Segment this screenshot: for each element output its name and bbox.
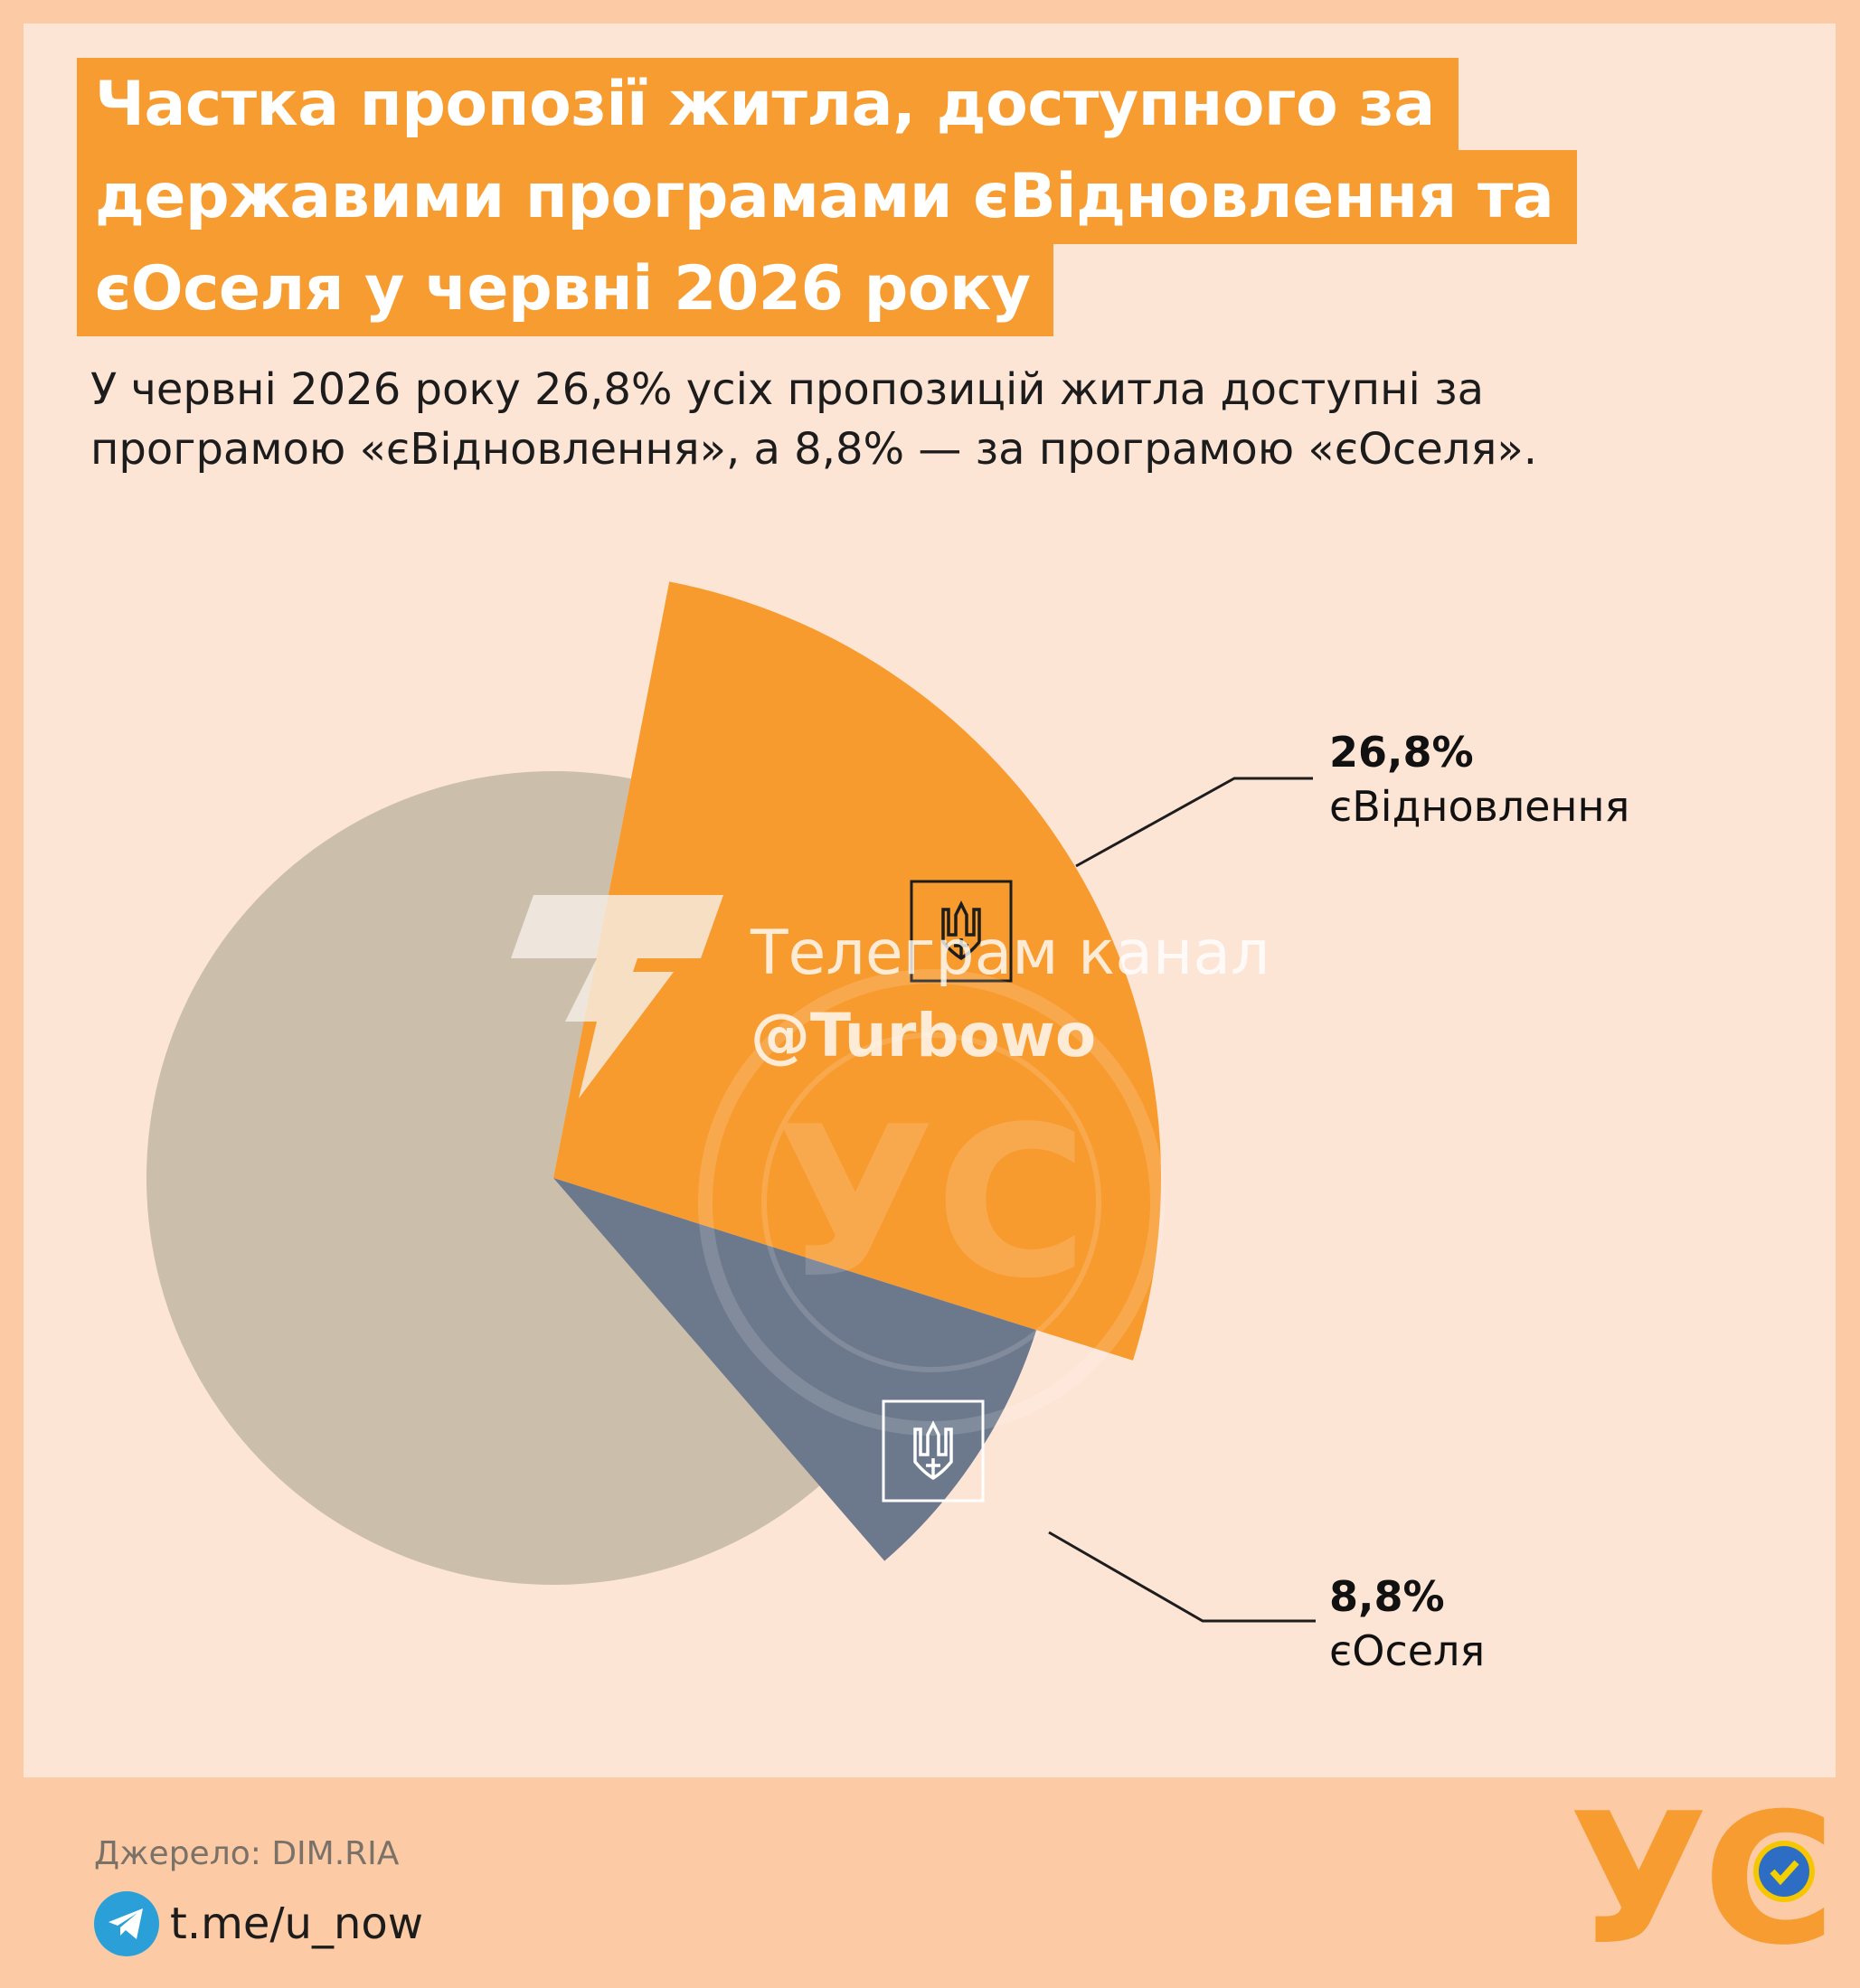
slice-oselya: [553, 1178, 1037, 1561]
title-line-2: державими програмами єВідновлення та: [77, 150, 1578, 244]
trident-icon: [910, 880, 1013, 983]
telegram-icon: [94, 1891, 159, 1956]
trident-icon: [882, 1399, 985, 1503]
label-name-oselya: єОселя: [1329, 1626, 1485, 1675]
subtitle-line-2: програмою «єВідновлення», а 8,8% — за пр…: [90, 424, 1537, 475]
label-value-oselya: 8,8%: [1329, 1572, 1445, 1621]
watermark-stamp: УС: [698, 969, 1165, 1436]
verified-badge-icon: [1753, 1841, 1815, 1902]
slices-layer: [146, 581, 1162, 1586]
telegram-link[interactable]: t.me/u_now: [94, 1889, 423, 1958]
title-line-1: Частка пропозії житла, доступного за: [77, 58, 1459, 152]
pie-chart: УС Телеграм канал @Turbowo 26,8% єВіднов…: [146, 581, 1629, 1675]
watermark-bolt-logo: [511, 895, 723, 1098]
title-line-3: єОселя у червні 2026 року: [77, 242, 1054, 336]
subtitle: У червні 2026 року 26,8% усіх пропозицій…: [90, 360, 1790, 479]
watermark-line-1: Телеграм канал: [750, 918, 1270, 989]
label-name-vidnovlennya: єВідновлення: [1329, 782, 1629, 831]
svg-text:УС: УС: [775, 1083, 1088, 1324]
brand-logo: УС: [1569, 1797, 1836, 1960]
source-text: Джерело: DIM.RIA: [94, 1835, 400, 1872]
watermark-line-2: @Turbowo: [751, 1001, 1096, 1070]
leader-line-oselya: [1048, 1531, 1316, 1623]
subtitle-line-1: У червні 2026 року 26,8% усіх пропозицій…: [90, 364, 1485, 415]
leader-line-vidnovlennya: [1075, 777, 1313, 868]
label-value-vidnovlennya: 26,8%: [1329, 728, 1474, 777]
telegram-link-text: t.me/u_now: [170, 1898, 424, 1949]
slice-other: [146, 771, 820, 1586]
slice-vidnovlennya: [553, 581, 1162, 1361]
